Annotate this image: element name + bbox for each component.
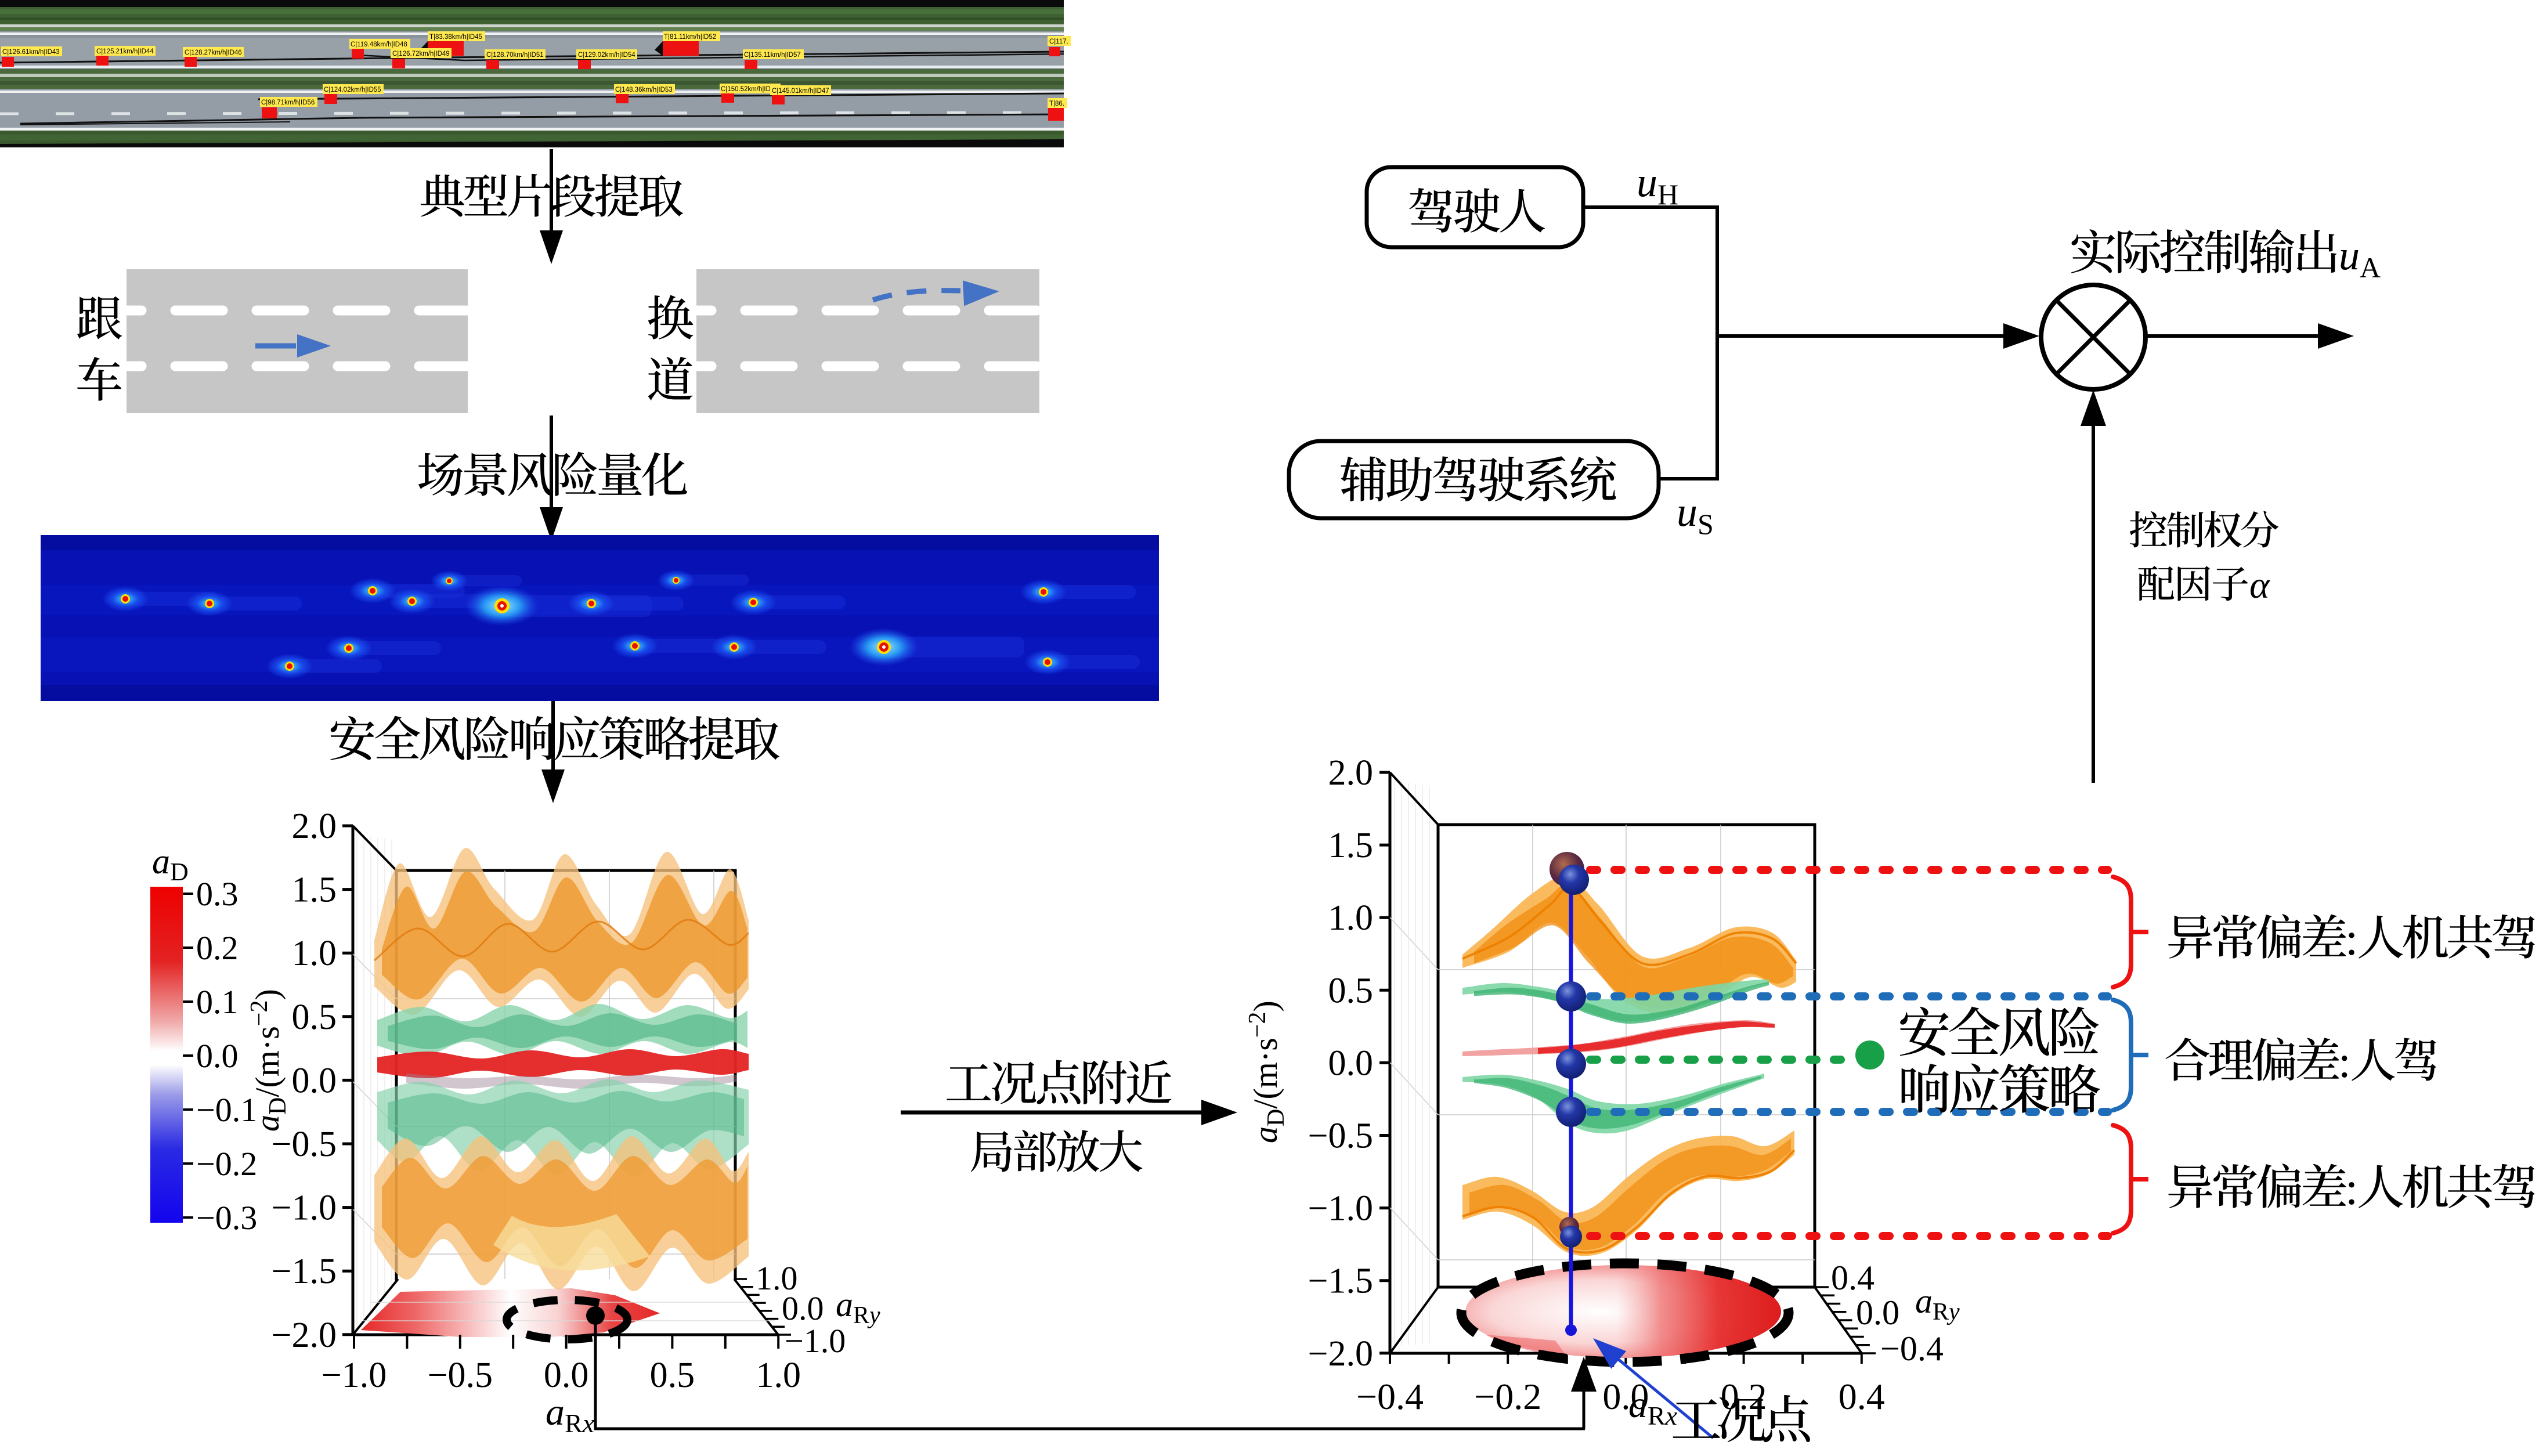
- svg-text:C|119.48km/h|ID48: C|119.48km/h|ID48: [351, 41, 407, 48]
- svg-text:−2.0: −2.0: [1308, 1334, 1373, 1374]
- svg-text:aD/(m·s−2): aD/(m·s−2): [246, 989, 291, 1132]
- svg-text:0.5: 0.5: [292, 998, 337, 1037]
- svg-text:uS: uS: [1677, 489, 1714, 540]
- svg-text:0.0: 0.0: [782, 1289, 824, 1327]
- svg-text:−0.4: −0.4: [1356, 1376, 1424, 1417]
- svg-text:−0.2: −0.2: [196, 1145, 257, 1183]
- svg-text:T|81.11km/h|ID52: T|81.11km/h|ID52: [664, 34, 716, 41]
- svg-text:C|128.27km/h|ID46: C|128.27km/h|ID46: [185, 49, 242, 56]
- svg-text:uH: uH: [1637, 159, 1678, 211]
- svg-text:0.2: 0.2: [196, 929, 239, 967]
- svg-text:−1.5: −1.5: [1308, 1262, 1373, 1301]
- svg-text:−1.5: −1.5: [272, 1252, 337, 1291]
- svg-text:aRx: aRx: [546, 1391, 595, 1438]
- svg-text:0.0: 0.0: [544, 1356, 589, 1395]
- svg-text:0.0: 0.0: [292, 1061, 337, 1100]
- svg-text:C|124.02km/h|ID55: C|124.02km/h|ID55: [324, 86, 381, 93]
- svg-text:−0.3: −0.3: [196, 1199, 257, 1237]
- svg-text:C|129.02km/h|ID54: C|129.02km/h|ID54: [578, 52, 635, 59]
- svg-text:0.4: 0.4: [1839, 1376, 1885, 1417]
- svg-text:C|98.71km/h|ID56: C|98.71km/h|ID56: [261, 99, 315, 106]
- svg-text:0.0: 0.0: [196, 1037, 239, 1075]
- svg-text:C|150.52km/h|ID50: C|150.52km/h|ID50: [721, 86, 778, 93]
- svg-text:0.5: 0.5: [650, 1356, 695, 1395]
- svg-text:1.0: 1.0: [1328, 898, 1374, 938]
- svg-text:−1.0: −1.0: [272, 1188, 337, 1228]
- svg-text:1.0: 1.0: [756, 1259, 798, 1297]
- svg-text:0.0: 0.0: [1856, 1294, 1899, 1332]
- svg-text:−0.4: −0.4: [1880, 1329, 1944, 1368]
- svg-text:T|86.: T|86.: [1049, 100, 1064, 107]
- svg-text:−0.5: −0.5: [428, 1356, 493, 1395]
- svg-text:0.5: 0.5: [1328, 971, 1374, 1010]
- svg-text:0.0: 0.0: [1602, 1376, 1649, 1417]
- svg-text:C|125.21km/h|ID44: C|125.21km/h|ID44: [96, 48, 154, 55]
- svg-text:C|128.70km/h|ID51: C|128.70km/h|ID51: [486, 52, 544, 59]
- svg-text:aRy: aRy: [836, 1285, 880, 1329]
- svg-text:−1.0: −1.0: [322, 1356, 387, 1395]
- svg-text:−0.1: −0.1: [196, 1091, 257, 1129]
- svg-text:α: α: [2249, 564, 2270, 606]
- svg-text:0.4: 0.4: [1831, 1259, 1875, 1297]
- svg-text:T|83.38km/h|ID45: T|83.38km/h|ID45: [429, 34, 482, 41]
- svg-text:C|135.11km/h|ID57: C|135.11km/h|ID57: [744, 52, 801, 59]
- svg-text:−0.5: −0.5: [272, 1125, 337, 1164]
- svg-text:1.0: 1.0: [292, 934, 337, 973]
- svg-text:−1.0: −1.0: [1308, 1189, 1373, 1229]
- svg-text:aD: aD: [152, 842, 189, 886]
- svg-text:0.3: 0.3: [196, 875, 239, 913]
- svg-text:1.5: 1.5: [1328, 826, 1374, 865]
- svg-text:−0.5: −0.5: [1308, 1117, 1373, 1156]
- svg-text:2.0: 2.0: [292, 807, 337, 846]
- svg-text:−0.2: −0.2: [1474, 1376, 1541, 1417]
- svg-text::: :: [2338, 1036, 2351, 1087]
- svg-text:0.1: 0.1: [196, 983, 239, 1021]
- svg-text:0.0: 0.0: [1328, 1043, 1374, 1083]
- svg-text:uA: uA: [2339, 232, 2381, 284]
- svg-text:1.5: 1.5: [292, 870, 337, 910]
- svg-text::: :: [2345, 914, 2358, 965]
- svg-text:−1.0: −1.0: [785, 1322, 846, 1360]
- svg-text:aRx: aRx: [1628, 1383, 1678, 1430]
- svg-text:C|148.36km/h|ID53: C|148.36km/h|ID53: [615, 86, 673, 93]
- svg-text:−2.0: −2.0: [272, 1316, 337, 1355]
- svg-text:C|145.01km/h|ID47: C|145.01km/h|ID47: [772, 88, 829, 95]
- svg-text:aD/(m·s−2): aD/(m·s−2): [1244, 1000, 1290, 1143]
- svg-text:C|117.: C|117.: [1049, 38, 1068, 45]
- svg-text:C|126.61km/h|ID43: C|126.61km/h|ID43: [2, 49, 60, 56]
- svg-text:C|126.72km/h|ID49: C|126.72km/h|ID49: [392, 50, 450, 57]
- svg-text:aRy: aRy: [1915, 1282, 1960, 1325]
- svg-text::: :: [2345, 1164, 2358, 1215]
- svg-text:1.0: 1.0: [756, 1356, 801, 1395]
- svg-text:2.0: 2.0: [1328, 753, 1374, 793]
